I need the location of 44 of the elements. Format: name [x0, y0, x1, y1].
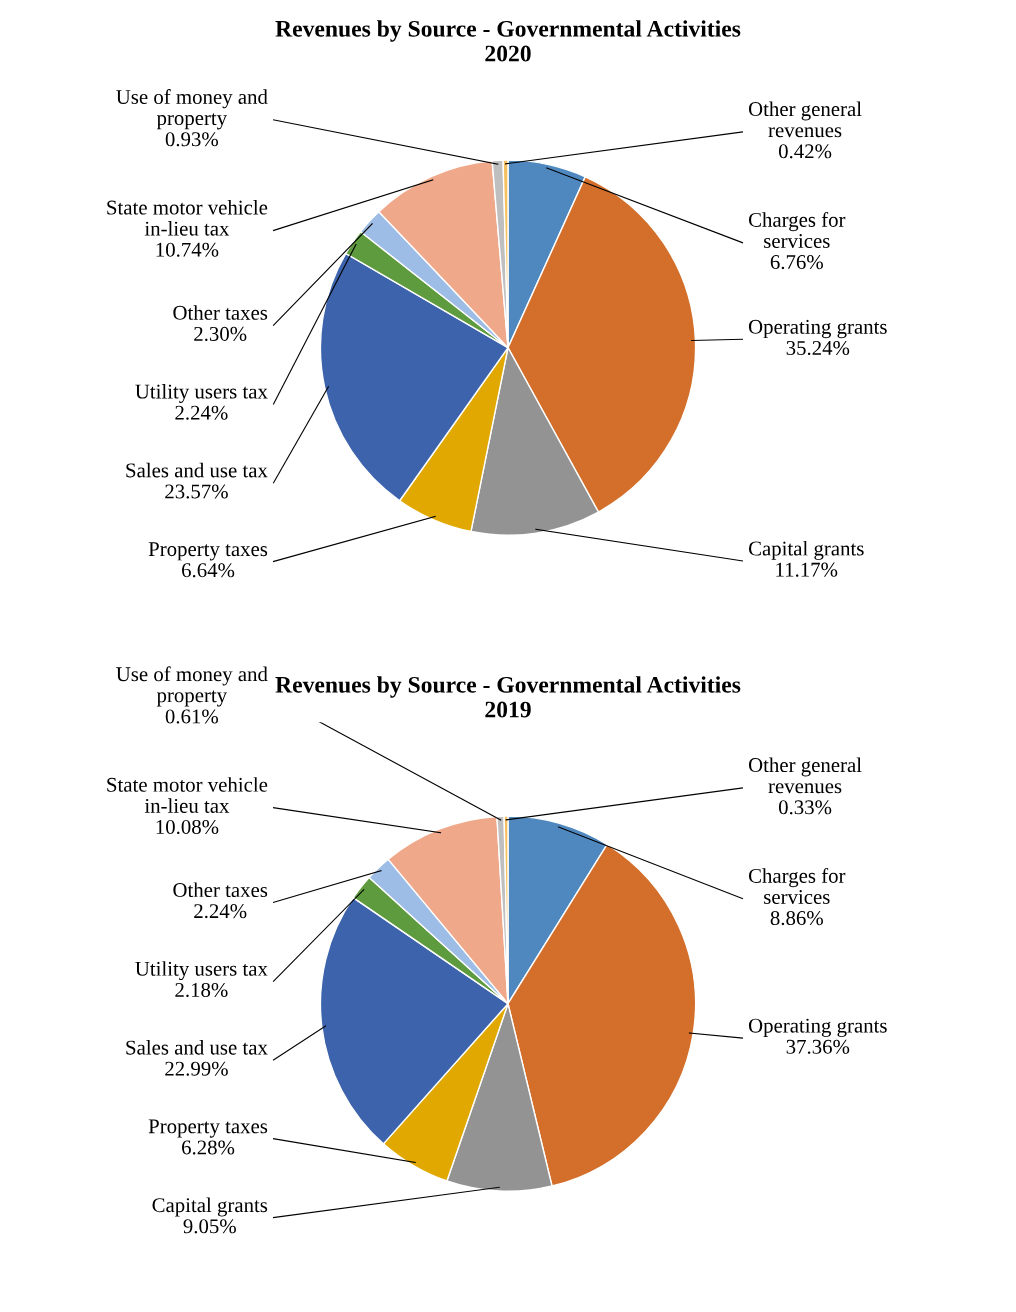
data-label: 22.99%	[165, 1061, 228, 1076]
slice-label: Other taxes	[173, 882, 268, 898]
data-label: 10.08%	[156, 819, 219, 835]
data-label: 6.76%	[770, 255, 823, 270]
data-label: 37.36%	[786, 1039, 850, 1054]
slice-label: Charges for services	[748, 212, 846, 249]
slice-label: Other general revenues	[748, 757, 862, 794]
slice-label: Other taxes	[173, 305, 268, 320]
text: 2019	[485, 701, 531, 718]
data-label: 0.33%	[778, 800, 832, 815]
data-label: 0.93%	[165, 132, 219, 147]
slice-label: Operating grants	[748, 1018, 887, 1037]
data-label: 2.24%	[194, 904, 247, 919]
data-label: 2.30%	[194, 326, 247, 342]
chart-title: Revenues by Source - Governmental Activities	[275, 20, 741, 42]
data-label: 6.28%	[182, 1140, 235, 1155]
slice-label: Charges for services	[748, 868, 846, 904]
data-label: 2.24%	[175, 405, 228, 420]
data-label: 35.24%	[786, 340, 850, 356]
chart-subtitle: 2020	[485, 45, 531, 62]
slice-label: Use of money and property	[116, 666, 268, 707]
slice-label: Capital grants	[748, 540, 864, 560]
slice-label: Utility users tax	[135, 383, 268, 403]
data-label: 0.61%	[165, 709, 219, 724]
slice-label: Capital grants	[152, 1197, 268, 1217]
slice-label: Use of money and property	[116, 89, 268, 130]
slice-label: Property taxes	[148, 1119, 268, 1138]
slice-label: Property taxes	[148, 542, 268, 561]
slice-label: State motor vehicle in-lieu tax	[107, 199, 268, 236]
data-label: 0.42%	[778, 144, 832, 159]
slice-label: Utility users tax	[135, 961, 268, 981]
data-label: 2.18%	[175, 982, 228, 998]
data-label: 23.57%	[165, 484, 228, 499]
slice-label: Other general revenues	[748, 101, 862, 138]
slice-label: Sales and use tax	[126, 1039, 268, 1055]
data-label: 9.05%	[183, 1219, 236, 1234]
slice-label: Sales and use tax	[126, 462, 268, 478]
slice-label: State motor vehicle in-lieu tax	[107, 777, 268, 813]
data-label: 11.17%	[776, 562, 838, 577]
slice-label: Operating grants	[748, 319, 887, 339]
chart-title: Revenues by Source - Governmental Activities	[275, 676, 741, 698]
data-label: 8.86%	[770, 911, 823, 926]
data-label: 6.64%	[182, 563, 235, 578]
data-label: 10.74%	[156, 242, 219, 257]
